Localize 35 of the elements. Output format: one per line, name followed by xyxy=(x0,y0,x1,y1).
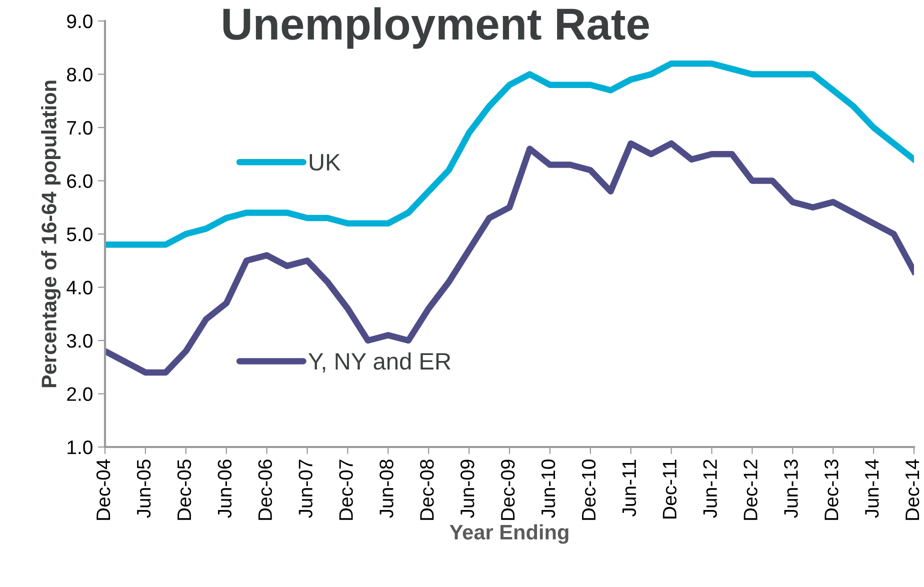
x-tick-label: Jun-05 xyxy=(136,460,151,518)
x-tick-label: Jun-09 xyxy=(460,460,474,518)
y-tick-label: 1.0 xyxy=(68,440,92,454)
y-tick-label: 9.0 xyxy=(67,14,92,28)
y-tick-label: 5.0 xyxy=(66,227,92,242)
x-tick-label: Dec-13 xyxy=(824,460,838,520)
y-tick-label: 7.0 xyxy=(67,120,92,135)
y-axis-title: Percentage of 16-64 population xyxy=(41,80,61,388)
chart-title: Unemployment Rate xyxy=(223,7,649,49)
x-tick-label: Dec-07 xyxy=(339,460,353,520)
legend-label: Y, NY and ER xyxy=(308,352,450,372)
x-tick-label: Jun-08 xyxy=(380,460,394,518)
x-tick-label: Dec-04 xyxy=(96,459,110,520)
x-tick-label: Jun-13 xyxy=(784,460,798,518)
x-tick-label: Dec-06 xyxy=(258,460,272,520)
y-tick-label: 6.0 xyxy=(67,174,92,188)
y-tick-label: 2.0 xyxy=(67,387,92,401)
x-tick-label: Dec-09 xyxy=(500,460,515,520)
x-tick-label: Jun-06 xyxy=(218,460,232,518)
x-tick-label: Dec-14 xyxy=(906,459,920,520)
x-tick-label: Dec-08 xyxy=(420,460,434,520)
x-axis-title: Year Ending xyxy=(450,524,568,544)
x-tick-label: Dec-10 xyxy=(582,460,596,520)
y-tick-label: 3.0 xyxy=(66,334,92,348)
y-tick-label: 4.0 xyxy=(66,280,92,294)
y-tick-label: 8.0 xyxy=(67,68,92,82)
x-tick-label: Jun-12 xyxy=(703,460,717,518)
x-tick-label: Jun-14 xyxy=(865,459,879,518)
x-tick-label: Jun-07 xyxy=(298,460,312,518)
x-tick-label: Jun-11 xyxy=(622,460,636,517)
legend-label: UK xyxy=(310,154,341,171)
x-tick-label: Dec-12 xyxy=(744,460,758,520)
x-tick-label: Dec-11 xyxy=(662,460,677,518)
x-tick-label: Dec-05 xyxy=(177,460,192,520)
x-tick-label: Jun-10 xyxy=(541,460,556,518)
